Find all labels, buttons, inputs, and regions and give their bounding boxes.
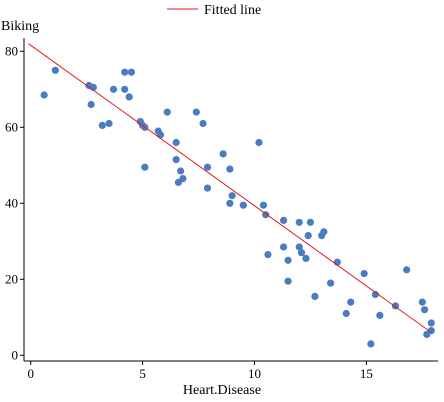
data-point [279,216,288,224]
data-point [121,85,129,93]
data-point [302,254,310,262]
data-point [420,306,429,314]
data-point [127,68,136,76]
x-tick-label: 15 [360,366,373,381]
data-point [418,298,426,306]
data-point [219,150,227,158]
x-tick-label: 0 [27,366,34,381]
y-tick-label: 20 [5,271,18,286]
data-point [259,201,268,209]
data-point [297,249,306,257]
data-point [360,270,368,278]
data-point [320,228,328,236]
data-point [125,93,133,101]
legend-label: Fitted line [204,3,261,18]
data-point [226,199,234,207]
data-point [226,165,234,173]
y-ticks: 0 20 40 60 80 [5,43,24,362]
x-ticks: 0 5 10 15 [27,361,373,381]
data-point [156,131,165,139]
data-point [255,138,263,147]
x-tick-label: 10 [248,366,261,381]
data-point [326,279,335,287]
data-point [105,119,113,128]
data-point [304,232,312,240]
data-point [295,218,303,226]
data-point [239,201,247,209]
y-tick-label: 40 [5,195,18,210]
data-point [203,184,212,192]
data-point [228,192,236,200]
data-point [203,163,212,171]
data-point [371,290,379,299]
y-tick-label: 80 [5,43,18,58]
data-point [376,311,384,319]
data-point [367,340,375,348]
data-point [51,66,59,74]
data-point [264,251,272,259]
data-point [306,218,315,226]
data-point [284,256,292,264]
fitted-line [28,43,432,333]
y-axis-title: Biking [1,19,39,34]
data-point [109,85,118,93]
data-point [141,163,149,171]
data-point [163,108,171,116]
data-point [427,319,435,327]
data-point [98,121,106,129]
y-tick-label: 60 [5,119,18,134]
data-point [284,277,292,285]
data-points [40,66,435,348]
x-tick-label: 5 [139,366,146,381]
data-point [192,108,200,116]
data-point [311,292,319,300]
data-point [172,138,180,147]
data-point [40,91,48,99]
data-point [427,327,435,335]
data-point [347,298,355,306]
y-tick-label: 0 [12,347,19,362]
data-point [172,156,180,164]
data-point [177,167,185,175]
data-point [121,68,129,76]
x-axis-title: Heart.Disease [183,383,261,398]
data-point [87,100,95,109]
legend: Fitted line [167,3,261,18]
data-point [199,119,207,128]
data-point [179,175,187,183]
data-point [403,266,411,274]
data-point [295,243,303,251]
data-point [279,243,288,251]
data-point [342,309,350,318]
